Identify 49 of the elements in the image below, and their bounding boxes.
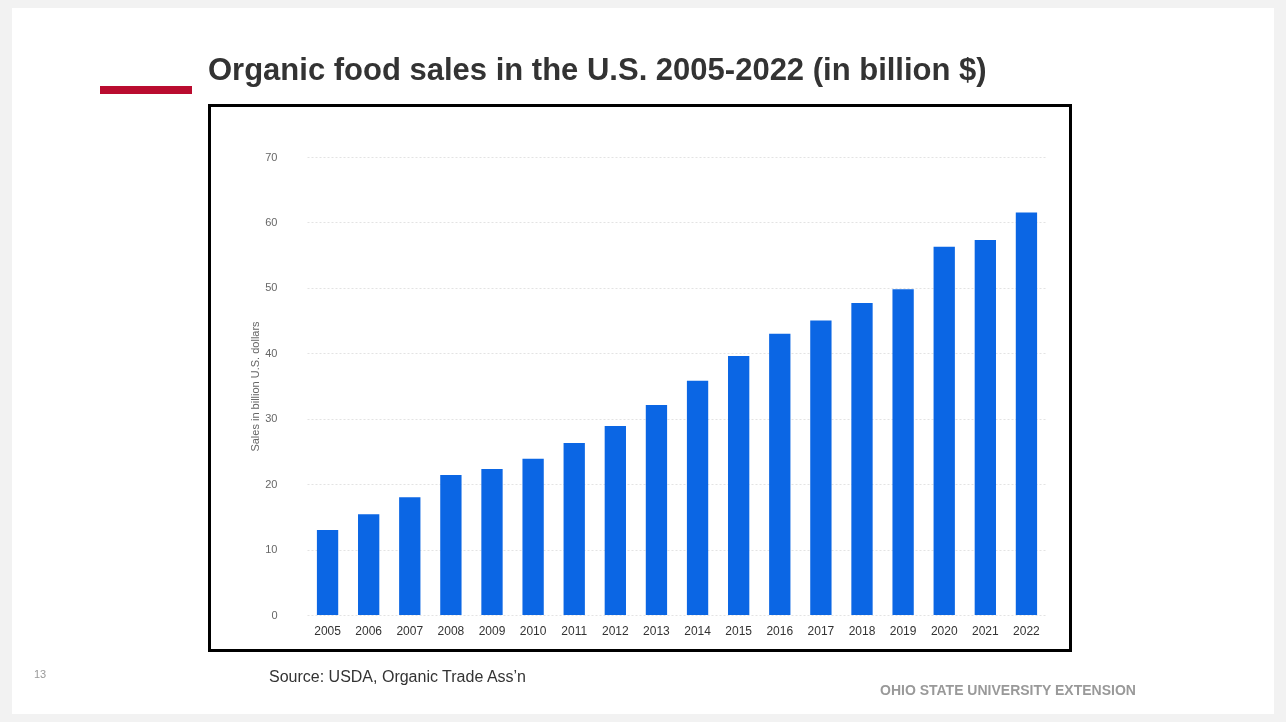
bar [440,474,462,615]
y-tick-label: 70 [265,150,278,163]
x-tick-label: 2019 [889,623,917,638]
bar [604,425,626,615]
bar [686,380,709,615]
bar [933,246,955,615]
x-tick-label: 2008 [437,623,465,638]
y-tick-label: 40 [265,346,278,359]
y-tick-label: 50 [265,281,278,294]
bar [810,320,832,615]
bar [851,302,873,615]
text: OHIO STATE UNIVERSITY EXTENSION [880,682,1136,698]
x-tick-label: 2018 [848,623,876,638]
y-tick-label: 0 [271,608,278,621]
x-tick-label: 2022 [1013,623,1041,638]
bar [974,240,996,615]
y-axis-title: Sales in billion U.S. dollars [249,320,262,452]
bar [481,469,503,615]
x-tick-label: 2015 [725,623,753,638]
x-tick-label: 2013 [643,623,671,638]
bar [563,442,585,615]
bar [892,289,914,615]
x-tick-label: 2007 [396,623,424,638]
bar [522,458,544,615]
x-tick-label: 2017 [807,623,835,638]
x-tick-label: 2012 [601,623,629,638]
text: 13 [34,668,47,680]
bar [316,529,339,615]
x-tick-label: 2006 [355,623,383,638]
bar [769,333,791,615]
x-tick-label: 2020 [930,623,958,638]
bar [728,355,750,615]
chart-title: Organic food sales in the U.S. 2005-2022 (in billion $) [208,52,987,88]
x-tick-label: 2021 [971,623,999,638]
bar [1015,212,1038,615]
bar [645,404,668,615]
x-tick-label: 2011 [561,623,588,638]
x-tick-label: 2016 [766,623,794,638]
y-tick-label: 60 [265,215,278,228]
y-tick-label: 20 [265,477,278,490]
x-tick-label: 2005 [314,623,342,638]
bar [399,497,421,615]
y-tick-label: 30 [265,412,278,425]
x-tick-label: 2009 [478,623,506,638]
x-tick-label: 2010 [519,623,547,638]
x-tick-label: 2014 [684,623,712,638]
bar [358,514,380,615]
source-note: Source: USDA, Organic Trade Ass’n [269,668,526,686]
y-tick-label: 10 [265,543,278,556]
